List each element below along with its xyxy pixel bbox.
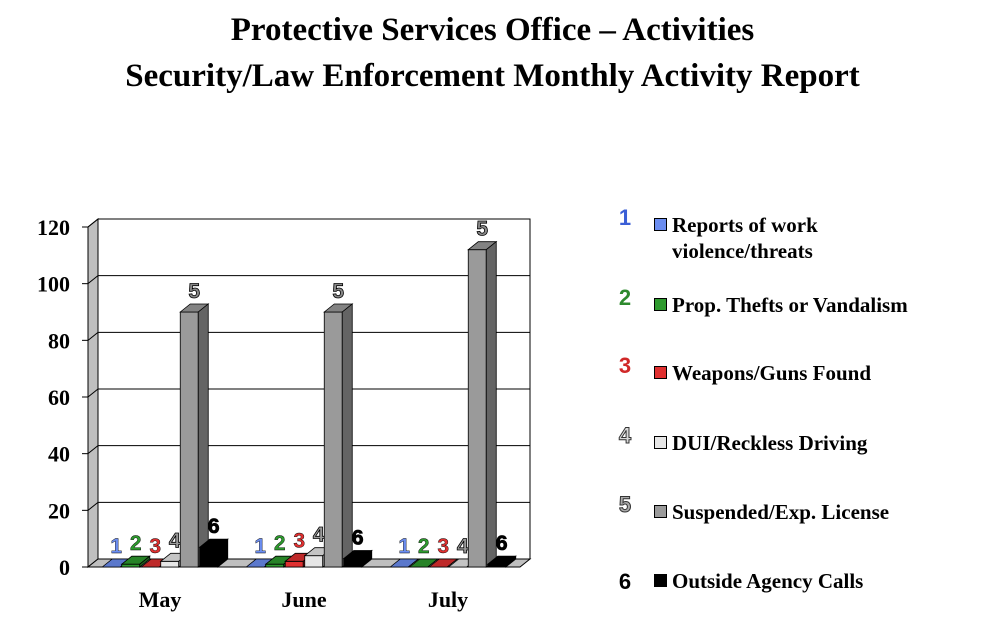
bar-side xyxy=(447,558,458,568)
bar-side xyxy=(427,558,438,568)
bar-marker-label: 4 xyxy=(457,535,469,558)
legend-marker: 3 xyxy=(618,353,632,378)
x-category-label: May xyxy=(139,587,182,612)
legend-label: Suspended/Exp. License xyxy=(672,499,972,525)
bar-marker-label: 6 xyxy=(496,532,508,555)
legend-marker: 1 xyxy=(618,205,632,230)
bar-side xyxy=(408,558,419,568)
bar-marker-label: 1 xyxy=(398,535,410,558)
legend-label: Prop. Thefts or Vandalism xyxy=(672,292,972,318)
bar-6-may xyxy=(199,546,219,568)
y-tick-label: 40 xyxy=(48,442,70,467)
bar-marker-label: 3 xyxy=(293,529,305,552)
gridline xyxy=(87,331,530,341)
gridline xyxy=(87,218,530,228)
bar-6-july xyxy=(487,563,507,568)
legend-label-line: Reports of work xyxy=(672,213,818,237)
bar-4-june xyxy=(304,555,324,568)
legend-marker: 6 xyxy=(618,569,632,594)
bar-marker-label: 5 xyxy=(188,280,200,303)
bar-marker-label: 1 xyxy=(254,535,266,558)
chart-subtitle: Security/Law Enforcement Monthly Activit… xyxy=(125,58,860,94)
bar-side xyxy=(361,549,373,568)
bar-marker-label: 3 xyxy=(149,535,161,558)
bar-marker-label: 2 xyxy=(274,532,286,555)
bar-marker-label: 4 xyxy=(313,524,325,547)
legend-label: Reports of work violence/threats xyxy=(672,212,972,264)
bar-6-june xyxy=(343,558,363,568)
legend-swatch xyxy=(654,298,667,311)
bar-side xyxy=(505,555,517,568)
legend-label-line: Prop. Thefts or Vandalism xyxy=(672,293,908,317)
y-tick-label: 100 xyxy=(37,272,70,297)
legend-label-line: Suspended/Exp. License xyxy=(672,500,890,524)
legend-swatch xyxy=(654,218,667,231)
gridline xyxy=(87,388,530,398)
bar-side xyxy=(217,538,229,568)
y-tick-label: 20 xyxy=(48,498,70,523)
legend-label-line: violence/threats xyxy=(672,239,813,263)
gridline xyxy=(87,445,530,455)
legend-label-line: Weapons/Guns Found xyxy=(672,361,872,385)
bar-2-may xyxy=(121,563,141,568)
legend-marker: 2 xyxy=(618,285,632,310)
bar-marker-label: 2 xyxy=(130,532,142,555)
bar-marker-label: 1 xyxy=(110,535,122,558)
chart-title: Protective Services Office – Activities xyxy=(230,12,755,48)
bar-side xyxy=(485,240,497,568)
bar-marker-label: 5 xyxy=(476,218,488,241)
y-tick-label: 120 xyxy=(37,215,70,240)
bar-marker-label: 2 xyxy=(418,535,430,558)
bar-5-july xyxy=(467,249,487,568)
bar-marker-label: 3 xyxy=(437,535,449,558)
bar-marker-label: 6 xyxy=(352,527,364,550)
legend-label-line: DUI/Reckless Driving xyxy=(672,431,868,455)
legend-label: Outside Agency Calls xyxy=(672,568,972,594)
bar-marker-label: 4 xyxy=(169,529,181,552)
legend-label-line: Outside Agency Calls xyxy=(672,569,864,593)
legend-swatch xyxy=(654,366,667,379)
y-tick-label: 80 xyxy=(48,328,70,353)
legend-marker: 5 xyxy=(618,492,632,518)
bar-5-june xyxy=(323,311,343,568)
legend-marker: 4 xyxy=(618,423,632,449)
bar-2-june xyxy=(265,563,285,568)
gridline xyxy=(87,275,530,285)
bar-5-may xyxy=(179,311,199,568)
bar-4-may xyxy=(160,560,180,568)
bar-marker-label: 6 xyxy=(208,515,220,538)
y-tick-label: 0 xyxy=(59,555,70,580)
legend-swatch xyxy=(654,436,667,449)
bar-side xyxy=(197,303,209,568)
legend-label: Weapons/Guns Found xyxy=(672,360,972,386)
legend-swatch xyxy=(654,505,667,518)
y-tick-label: 60 xyxy=(48,385,70,410)
gridline xyxy=(87,501,530,511)
bar-3-june xyxy=(284,560,304,568)
bar-side xyxy=(139,555,151,568)
legend-swatch xyxy=(654,574,667,587)
bar-marker-label: 5 xyxy=(332,280,344,303)
x-category-label: July xyxy=(428,587,468,612)
x-category-label: June xyxy=(281,587,326,612)
bar-side xyxy=(341,303,353,568)
legend-label: DUI/Reckless Driving xyxy=(672,430,972,456)
